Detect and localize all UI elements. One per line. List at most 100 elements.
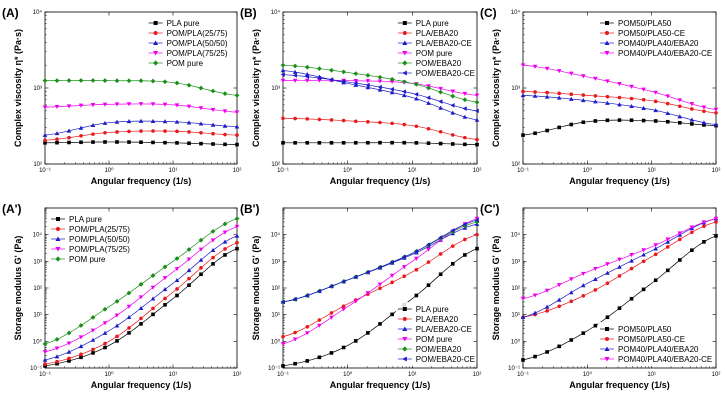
data-series	[42, 216, 240, 347]
x-tick-label: 10⁰	[104, 167, 114, 174]
data-point	[402, 337, 408, 342]
data-point	[223, 132, 227, 137]
data-point	[317, 323, 322, 328]
data-point	[629, 253, 634, 258]
data-point	[426, 283, 431, 287]
data-point	[150, 102, 156, 107]
data-point	[653, 108, 658, 113]
data-point	[677, 114, 683, 119]
y-tick-label: 10⁴	[271, 9, 281, 16]
data-point	[678, 104, 682, 109]
data-point	[402, 356, 407, 362]
data-point	[714, 111, 718, 115]
data-point	[139, 129, 143, 133]
x-tick-label: 10²	[233, 168, 242, 174]
data-point	[556, 283, 562, 288]
panel-label: (C)	[480, 6, 497, 20]
data-point	[641, 118, 646, 123]
data-point	[102, 120, 108, 125]
data-point	[304, 64, 310, 70]
data-point	[186, 268, 192, 273]
data-point	[402, 122, 407, 127]
data-point	[604, 51, 610, 56]
data-point	[199, 141, 203, 146]
legend-entry: POM/EBA20-CE	[416, 355, 475, 364]
data-point	[280, 62, 286, 68]
data-point	[414, 293, 419, 298]
data-point	[533, 90, 537, 94]
data-point	[402, 51, 408, 56]
data-point	[162, 287, 168, 292]
data-point	[605, 31, 609, 35]
x-axis-title: Angular frequency (1/s)	[569, 176, 670, 186]
data-point	[56, 227, 60, 231]
data-point	[222, 230, 228, 235]
data-point	[569, 299, 574, 304]
chart-panel: 10⁻¹ 10⁰ 10¹ 10² 10² 10³ 10⁴ Angular frequency …	[480, 6, 720, 186]
data-point	[702, 123, 706, 127]
data-point	[413, 81, 419, 87]
data-point	[665, 237, 671, 242]
data-point	[690, 122, 694, 126]
x-tick-label: 10¹	[408, 168, 417, 174]
data-point	[401, 93, 407, 98]
x-tick-label: 10⁰	[343, 167, 353, 174]
data-point	[281, 116, 285, 121]
data-point	[162, 119, 168, 124]
y-axis-title: Storage modulus G' (Pa)	[13, 236, 23, 341]
data-point	[701, 220, 707, 225]
data-point	[186, 257, 192, 262]
legend-entry: POM/PLA(25/75)	[167, 29, 228, 38]
panel-label: (A')	[2, 202, 22, 216]
data-point	[198, 85, 204, 91]
data-point	[665, 94, 671, 99]
data-point	[581, 74, 586, 79]
data-point	[520, 314, 526, 320]
data-point	[66, 128, 72, 133]
data-point	[115, 130, 119, 134]
data-point	[402, 274, 407, 279]
data-point	[377, 79, 383, 84]
data-point	[475, 232, 479, 237]
x-axis-title: Angular frequency (1/s)	[330, 176, 431, 186]
data-point	[114, 102, 120, 107]
y-tick-label: 10³	[511, 259, 520, 265]
data-point	[414, 124, 419, 129]
data-point	[545, 350, 549, 354]
data-point	[593, 288, 598, 292]
data-point	[713, 107, 719, 112]
data-point	[174, 277, 180, 283]
legend: POM50/PLA50POM50/PLA50-CEPOM40/PLA40/EBA…	[598, 16, 712, 60]
data-point	[568, 277, 574, 282]
data-series	[43, 246, 239, 368]
data-point	[293, 141, 297, 145]
data-point	[581, 97, 586, 103]
data-point	[43, 141, 47, 145]
data-point	[593, 94, 598, 98]
data-point	[329, 141, 334, 145]
data-point	[138, 295, 144, 300]
data-point	[521, 133, 525, 137]
data-point	[401, 254, 407, 260]
panel-label: (A)	[2, 6, 19, 20]
y-axis-title: Storage modulus G' (Pa)	[491, 236, 501, 341]
data-point	[317, 355, 322, 360]
data-point	[280, 299, 285, 305]
data-point	[402, 31, 407, 35]
data-point	[450, 228, 455, 233]
data-point	[329, 118, 334, 122]
data-point	[114, 119, 120, 124]
data-point	[102, 330, 108, 335]
data-series	[280, 72, 479, 114]
data-point	[150, 285, 156, 290]
data-point	[605, 94, 610, 99]
data-point	[389, 76, 395, 82]
data-point	[102, 321, 108, 326]
series-line	[522, 119, 717, 136]
legend-entry: POM/EBA20	[416, 345, 462, 354]
data-point	[678, 237, 682, 242]
data-series	[520, 93, 719, 127]
x-tick-label: 10⁰	[104, 371, 114, 378]
data-point	[102, 78, 108, 83]
